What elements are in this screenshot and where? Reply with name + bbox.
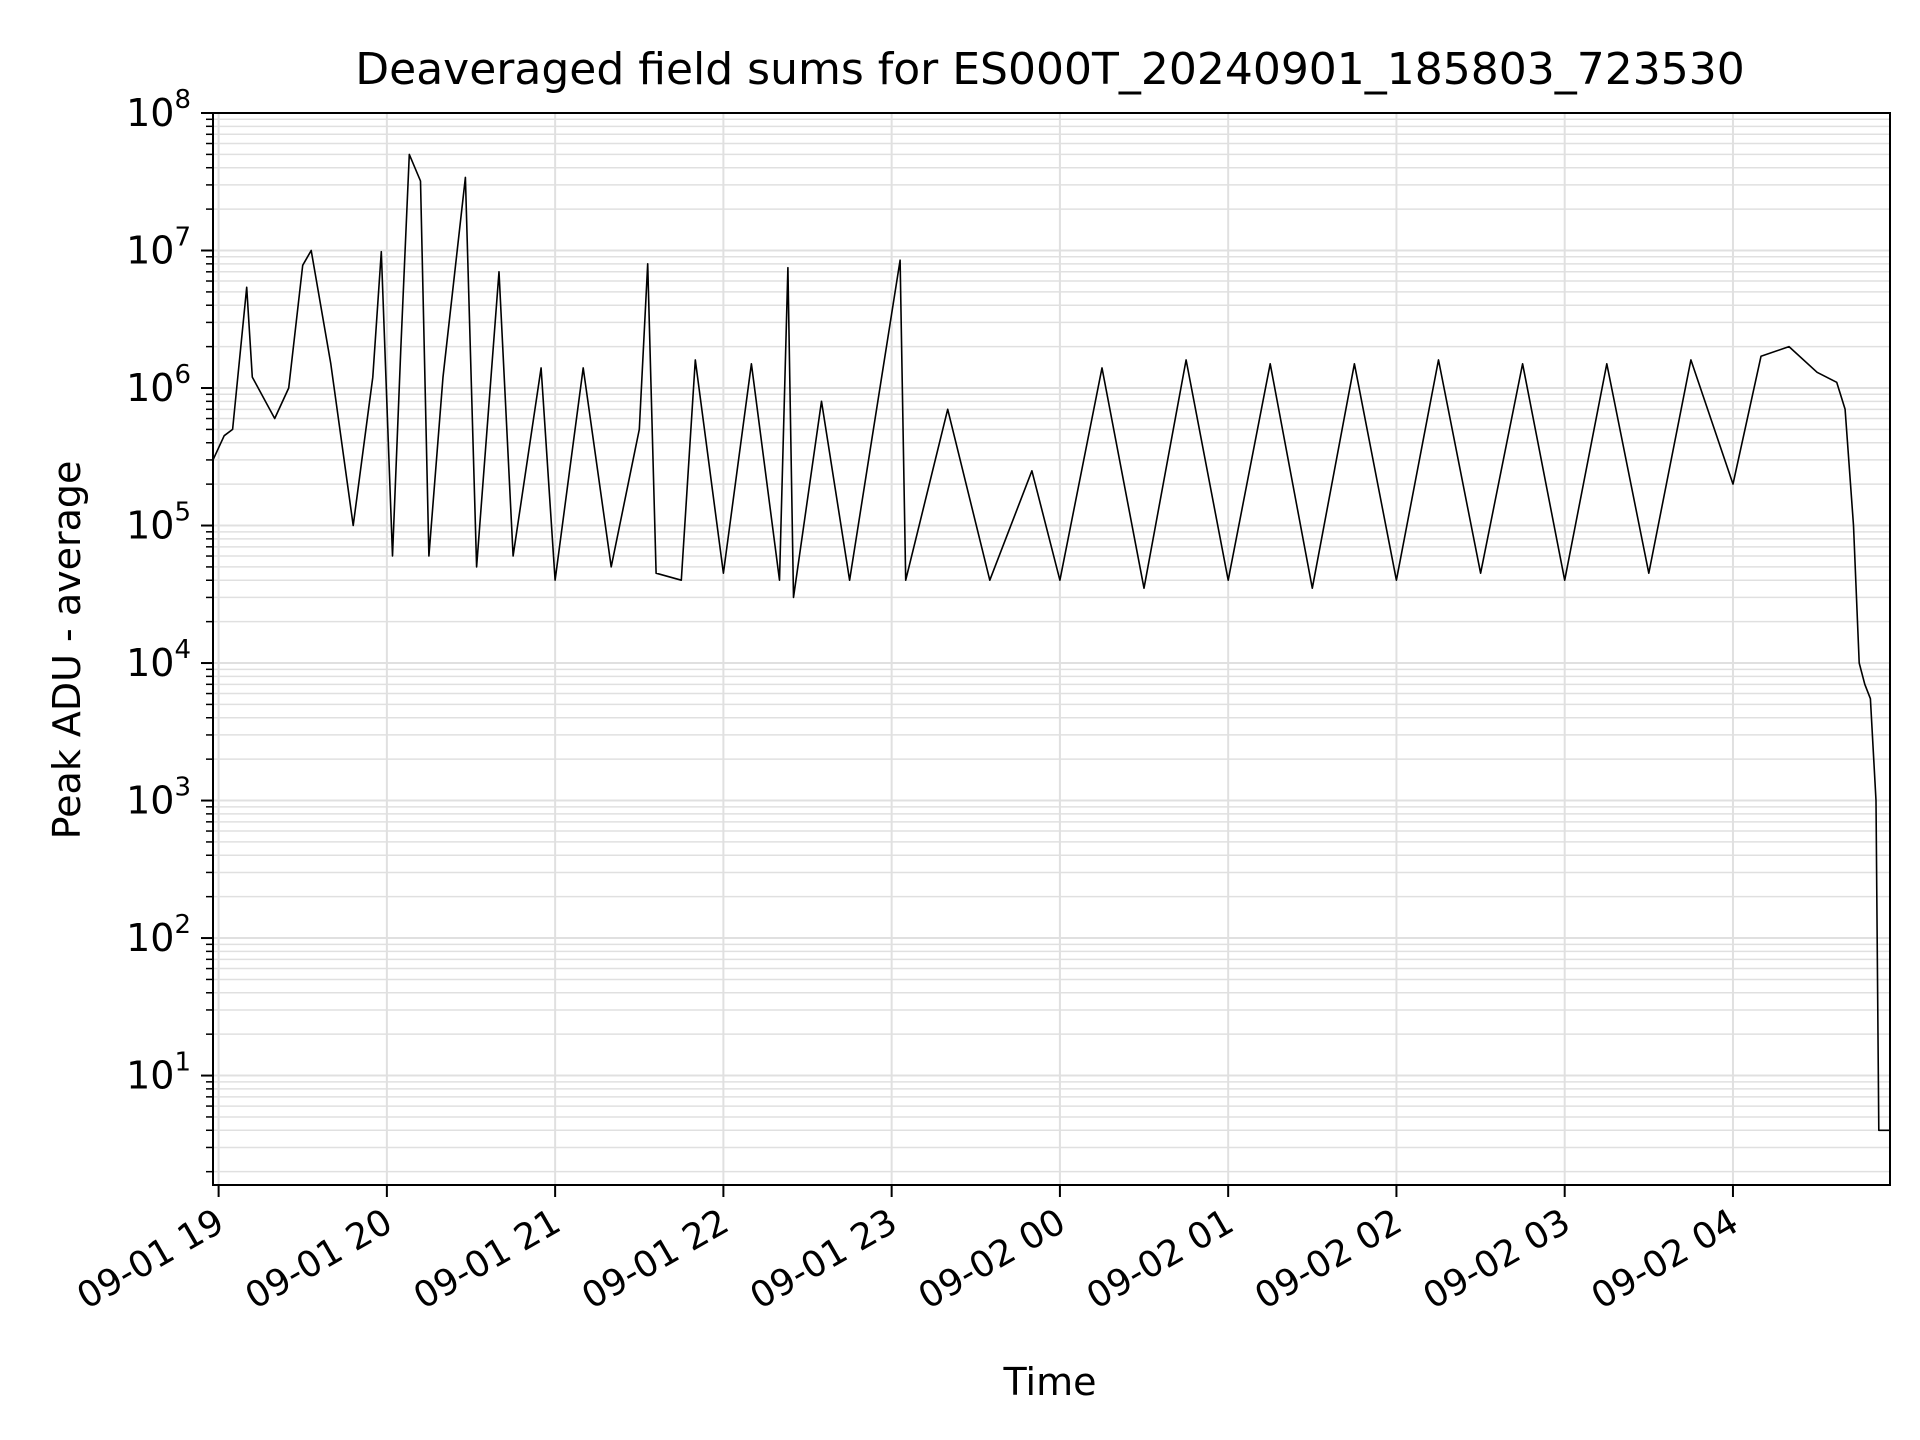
y-tick-label: 104 — [126, 635, 191, 685]
grid — [213, 112, 1890, 1185]
y-tick-label: 102 — [126, 910, 191, 960]
y-tick-label: 106 — [126, 360, 191, 410]
y-tick-label: 101 — [126, 1048, 191, 1098]
chart-title: Deaveraged field sums for ES000T_2024090… — [355, 44, 1744, 95]
y-tick-label: 105 — [126, 498, 191, 548]
x-axis-label: Time — [1003, 1360, 1097, 1404]
y-axis: 101 102 103 104 105 106 107 108 — [126, 85, 213, 1173]
series-layer — [212, 153, 1890, 1132]
plot-frame — [212, 112, 1891, 1186]
y-axis-label: Peak ADU - average — [45, 461, 89, 840]
y-tick-label: 107 — [126, 223, 191, 273]
data-series-line — [212, 153, 1890, 1132]
y-tick-label: 108 — [126, 85, 191, 135]
y-tick-label: 103 — [126, 773, 191, 823]
